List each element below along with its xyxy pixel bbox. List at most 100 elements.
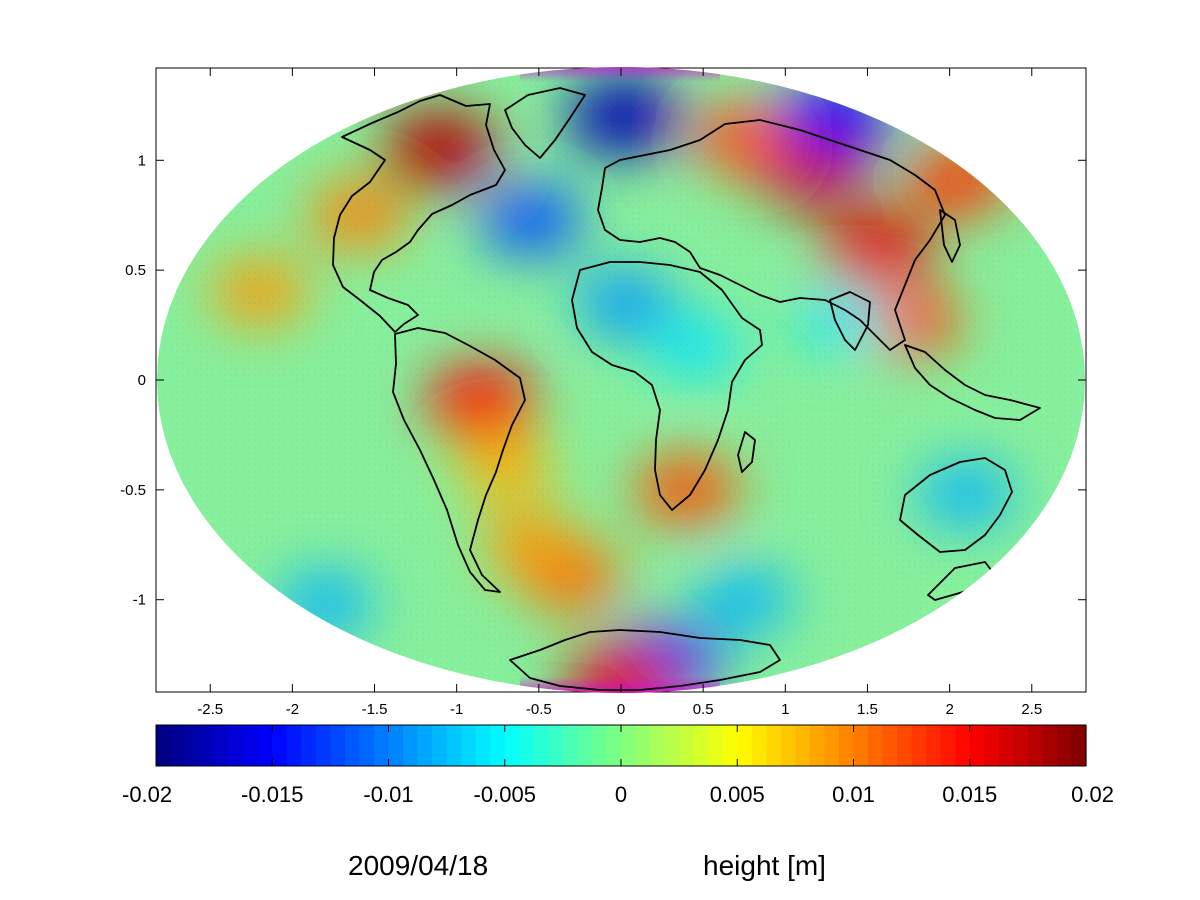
colorbar-unit-label: height [m] [703,850,826,881]
colorbar-cell [446,725,462,766]
x-tick-label: -1.5 [362,701,388,718]
y-tick-label: 0 [138,372,146,389]
colorbar-cell [286,725,302,766]
colorbar-cell [809,725,826,766]
colorbar-cell [984,725,1000,766]
colorbar-cell [664,725,680,766]
colorbar-cell [868,725,884,766]
colorbar-cell [940,725,956,766]
colorbar-cell [199,725,215,766]
colorbar-cell [548,725,564,766]
colorbar-cell [621,725,637,766]
x-tick-label: 1 [781,701,789,718]
colorbar-cell [795,725,811,766]
colorbar-cell [490,725,506,766]
coastline-greenland [504,87,586,159]
colorbar-cell [417,725,433,766]
colorbar-cell [344,725,361,766]
colorbar-cell [403,725,419,766]
colorbar-cell [1056,725,1073,766]
colorbar-tick-label: -0.01 [363,782,413,807]
x-axis-ticks: -2.5 -2 -1.5 -1 -0.5 0 0.5 1 1.5 2 2.5 [197,68,1042,718]
colorbar-cell [562,725,579,766]
coastline-eurasia [597,119,946,351]
colorbar-cell [998,725,1014,766]
colorbar-cell [969,725,985,766]
colorbar-cell [301,725,317,766]
colorbar-cell [185,725,201,766]
colorbar-cell [766,725,782,766]
height-anomaly-field [157,67,1085,693]
x-tick-label: -1 [450,701,463,718]
colorbar-cell [170,725,186,766]
coastline-india [829,291,871,351]
y-tick-label: 1 [138,152,146,169]
colorbar-cell [243,725,259,766]
x-tick-label: 2 [945,701,953,718]
x-tick-label: 0.5 [693,701,714,718]
colorbar-cell [1027,725,1044,766]
colorbar-tick-label: 0.005 [710,782,765,807]
colorbar-cell [359,725,375,766]
coastline-southeast-asia [904,344,1041,421]
colorbar-cell [388,725,404,766]
colorbar-cell [722,725,738,766]
colorbar-cell [853,725,869,766]
colorbar-cell [897,725,913,766]
colorbar-cell [519,725,535,766]
colorbar-tick-label: -0.005 [474,782,536,807]
colorbar-cell [606,725,622,766]
colorbar-tick-label: 0.02 [1071,782,1114,807]
coastline-australia [899,457,1013,553]
coastline-south-america [392,327,526,593]
y-tick-label: -0.5 [120,482,146,499]
colorbar-cell [926,725,942,766]
coastline-antarctica [509,629,781,691]
colorbar-cell [315,725,331,766]
colorbar-cell [257,725,273,766]
coastline-north-america [332,94,506,333]
colorbar-cell [1042,725,1058,766]
colorbar-cell [911,725,927,766]
colorbar-cell [751,725,767,766]
colorbar-cell [882,725,898,766]
colorbar-cell [330,725,346,766]
colorbar-ticks: -0.02 -0.015 -0.01 -0.005 0 0.005 0.01 0.015 0.0… [122,725,1114,807]
coastline-madagascar [737,431,756,473]
y-axis-ticks: 1 0.5 0 -0.5 -1 [120,152,1086,609]
colorbar-cell [156,725,172,766]
colorbar-cell [591,725,608,766]
colorbar-cell [533,725,549,766]
coastlines [332,87,1041,691]
y-tick-label: 0.5 [125,262,146,279]
colorbar-cell [693,725,709,766]
colorbar-tick-label: 0.01 [832,782,875,807]
colorbar-cell [737,725,753,766]
south-pole-marker [520,676,720,693]
colorbar-cell [228,725,244,766]
colorbar-cell [635,725,651,766]
colorbar-cell [650,725,666,766]
colorbar-cell [838,725,855,766]
colorbar-cell [824,725,840,766]
x-tick-label: 0 [617,701,625,718]
colorbar-tick-label: -0.015 [241,782,303,807]
x-tick-label: 1.5 [857,701,878,718]
colorbar-cell [1071,725,1087,766]
colorbar-cell [432,725,448,766]
colorbar-cell [708,725,724,766]
colorbar-cell [214,725,230,766]
north-pole-marker [520,67,720,82]
colorbar-cell [461,725,477,766]
x-tick-label: -2 [286,701,299,718]
colorbar-tick-label: -0.02 [122,782,172,807]
y-tick-label: -1 [133,592,146,609]
colorbar-cell [373,725,390,766]
colorbar-cells [156,725,1087,766]
colorbar-cell [504,725,520,766]
colorbar-tick-label: 0 [615,782,627,807]
x-tick-label: 2.5 [1021,701,1042,718]
colorbar-cell [679,725,695,766]
colorbar-cell [475,725,491,766]
colorbar-cell [577,725,593,766]
